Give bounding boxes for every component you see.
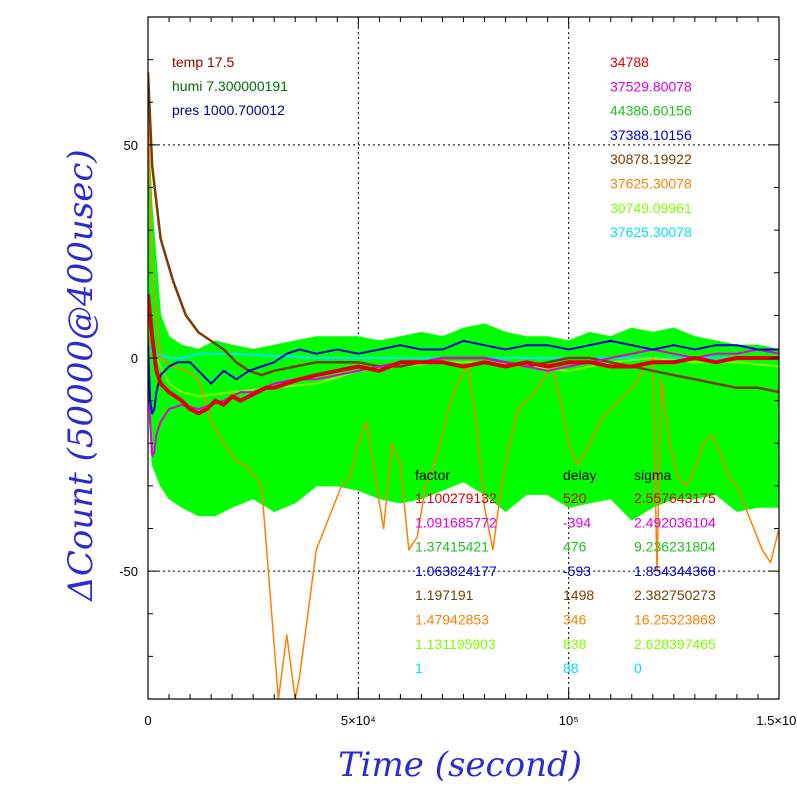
count-label: 37529.80078 [610,78,692,94]
param-header: factor [415,467,450,483]
x-axis-title: Time (second) [338,745,582,785]
param-factor: 1.131195903 [415,636,496,652]
series-line-4 [148,72,779,394]
y-tick-label: -50 [119,564,138,579]
param-sigma: 0 [634,660,642,676]
param-delay: 476 [563,539,587,555]
env-label: pres 1000.700012 [172,102,285,118]
count-label: 37625.30078 [610,224,692,240]
param-factor: 1.100279132 [415,490,497,506]
param-sigma: 2.628397465 [634,636,716,652]
x-tick-label: 10⁵ [559,713,579,728]
param-delay: 88 [563,660,579,676]
param-factor: 1.47942853 [415,612,489,628]
series-band-0 [148,123,779,521]
count-label: 30749.09961 [610,200,692,216]
param-factor: 1.37415421 [415,539,489,555]
param-header: delay [563,467,596,483]
param-sigma: 2.382750273 [634,587,716,603]
param-sigma: 2.557643175 [634,490,716,506]
param-delay: 346 [563,612,587,628]
param-delay: 1498 [563,587,594,603]
count-label: 37625.30078 [610,176,692,192]
param-sigma: 1.854344368 [634,563,716,579]
param-sigma: 2.492036104 [634,514,716,530]
param-sigma: 9.236231804 [634,539,716,555]
x-tick-label: 1.5×10⁵ [756,713,797,728]
y-tick-label: 50 [124,138,138,153]
param-factor: 1.063824177 [415,563,497,579]
ticks: 0 5×10⁴ 10⁵ 1.5×10⁵ -50 0 50 [119,16,797,728]
param-delay: -593 [563,563,591,579]
count-label: 37388.10156 [610,127,692,143]
param-factor: 1.197191 [415,587,474,603]
param-factor: 1 [415,660,423,676]
param-delay: -394 [563,514,591,530]
series-line-3 [148,102,779,699]
y-tick-label: 0 [131,351,138,366]
series-line-7 [148,293,779,416]
series-line-5 [148,336,779,457]
series-group [148,72,779,699]
param-header: sigma [634,467,672,483]
count-label: 44386.60156 [610,103,692,119]
series-line-6 [148,339,779,415]
param-sigma: 16.25323868 [634,612,716,628]
x-tick-label: 5×10⁴ [341,713,376,728]
count-label: 34788 [610,54,649,70]
annotations: temp 17.5 humi 7.300000191 pres 1000.70001… [172,54,716,676]
env-label: humi 7.300000191 [172,78,288,94]
count-label: 30878.19922 [610,151,692,167]
y-axis-title: ΔCount (50000@400usec) [61,149,101,602]
x-tick-label: 0 [144,713,151,728]
param-delay: 838 [563,636,587,652]
env-label: temp 17.5 [172,54,234,70]
param-factor: 1.091685772 [415,514,497,530]
param-delay: 520 [563,490,587,506]
